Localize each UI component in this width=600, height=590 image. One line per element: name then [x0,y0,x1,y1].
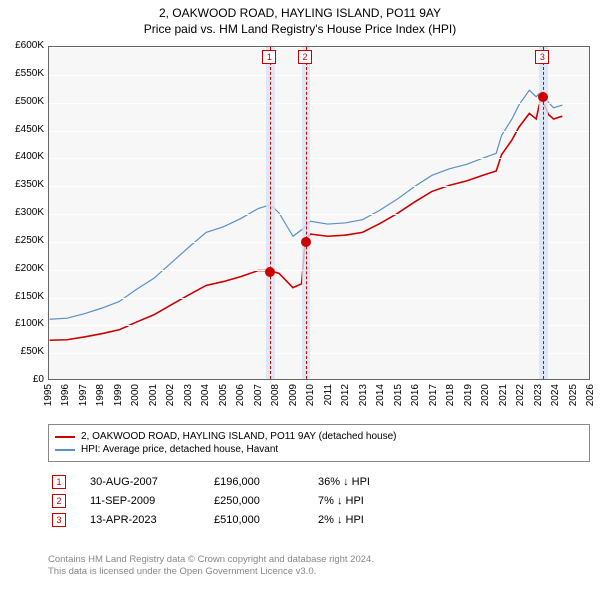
transaction-row: 2 11-SEP-2009 £250,000 7% ↓ HPI [52,494,418,508]
x-tick-label: 1996 [60,384,71,406]
gridline [49,47,589,48]
transaction-dashline [306,47,307,379]
chart-svg [49,47,589,379]
x-tick-label: 1995 [43,384,54,406]
y-tick-label: £150K [4,291,44,302]
transaction-row-delta: 2% ↓ HPI [318,514,418,526]
gridline [49,103,589,104]
y-tick-label: £50K [4,346,44,357]
transaction-row: 3 13-APR-2023 £510,000 2% ↓ HPI [52,513,418,527]
y-tick-label: £100K [4,318,44,329]
transaction-row-marker: 1 [52,475,66,489]
transaction-row-price: £196,000 [214,476,294,488]
transaction-row-date: 11-SEP-2009 [90,495,190,507]
transaction-row-date: 13-APR-2023 [90,514,190,526]
legend-row-paid: 2, OAKWOOD ROAD, HAYLING ISLAND, PO11 9A… [55,431,583,442]
x-tick-label: 2014 [375,384,386,406]
gridline [49,325,589,326]
legend-swatch-paid [55,436,75,438]
gridline [49,270,589,271]
gridline [49,214,589,215]
y-tick-label: £350K [4,179,44,190]
x-tick-label: 2019 [463,384,474,406]
transaction-row-delta: 36% ↓ HPI [318,476,418,488]
gridline [49,75,589,76]
legend-row-hpi: HPI: Average price, detached house, Hava… [55,444,583,455]
gridline [49,131,589,132]
y-tick-label: £550K [4,68,44,79]
x-tick-label: 2010 [305,384,316,406]
transactions-table: 1 30-AUG-2007 £196,000 36% ↓ HPI 2 11-SEP-200… [52,470,418,532]
transaction-point [538,92,548,102]
x-tick-label: 1998 [95,384,106,406]
gridline [49,353,589,354]
transaction-row-date: 30-AUG-2007 [90,476,190,488]
transaction-row-price: £510,000 [214,514,294,526]
x-tick-label: 2000 [130,384,141,406]
x-tick-label: 2025 [568,384,579,406]
transaction-point [265,267,275,277]
transaction-marker: 2 [298,50,312,64]
title-line-1: 2, OAKWOOD ROAD, HAYLING ISLAND, PO11 9A… [0,6,600,20]
x-tick-label: 2022 [515,384,526,406]
transaction-point [301,237,311,247]
title-line-2: Price paid vs. HM Land Registry's House … [0,22,600,36]
x-tick-label: 2023 [533,384,544,406]
transaction-row-delta: 7% ↓ HPI [318,495,418,507]
gridline [49,298,589,299]
x-tick-label: 2008 [270,384,281,406]
x-tick-label: 2020 [480,384,491,406]
legend-label-hpi: HPI: Average price, detached house, Hava… [81,444,278,455]
x-tick-label: 2013 [358,384,369,406]
x-tick-label: 2021 [498,384,509,406]
y-tick-label: £400K [4,151,44,162]
legend-swatch-hpi [55,449,75,451]
gridline [49,242,589,243]
legend: 2, OAKWOOD ROAD, HAYLING ISLAND, PO11 9A… [48,424,590,462]
footnote-line-1: Contains HM Land Registry data © Crown c… [48,554,374,566]
footnote: Contains HM Land Registry data © Crown c… [48,554,374,579]
x-tick-label: 2007 [253,384,264,406]
x-tick-label: 2005 [218,384,229,406]
x-tick-label: 2002 [165,384,176,406]
x-tick-label: 1999 [113,384,124,406]
y-tick-label: £600K [4,40,44,51]
transaction-marker: 3 [535,50,549,64]
x-tick-label: 2026 [585,384,596,406]
transaction-marker: 1 [262,50,276,64]
x-tick-label: 2006 [235,384,246,406]
transaction-row-price: £250,000 [214,495,294,507]
x-tick-label: 2017 [428,384,439,406]
x-tick-label: 2018 [445,384,456,406]
y-tick-label: £0 [4,374,44,385]
x-tick-label: 2004 [200,384,211,406]
transaction-row-marker: 2 [52,494,66,508]
gridline [49,158,589,159]
footnote-line-2: This data is licensed under the Open Gov… [48,566,374,578]
x-tick-label: 2012 [340,384,351,406]
x-tick-label: 2011 [323,384,334,406]
y-tick-label: £450K [4,124,44,135]
x-tick-label: 2003 [183,384,194,406]
gridline [49,186,589,187]
x-tick-label: 2001 [148,384,159,406]
y-tick-label: £300K [4,207,44,218]
x-tick-label: 2015 [393,384,404,406]
x-tick-label: 2009 [288,384,299,406]
chart-plot-area [48,46,590,380]
x-tick-label: 2016 [410,384,421,406]
y-tick-label: £500K [4,96,44,107]
transaction-row: 1 30-AUG-2007 £196,000 36% ↓ HPI [52,475,418,489]
x-tick-label: 1997 [78,384,89,406]
y-tick-label: £250K [4,235,44,246]
legend-label-paid: 2, OAKWOOD ROAD, HAYLING ISLAND, PO11 9A… [81,431,397,442]
transaction-dashline [270,47,271,379]
transaction-row-marker: 3 [52,513,66,527]
x-tick-label: 2024 [550,384,561,406]
y-tick-label: £200K [4,263,44,274]
